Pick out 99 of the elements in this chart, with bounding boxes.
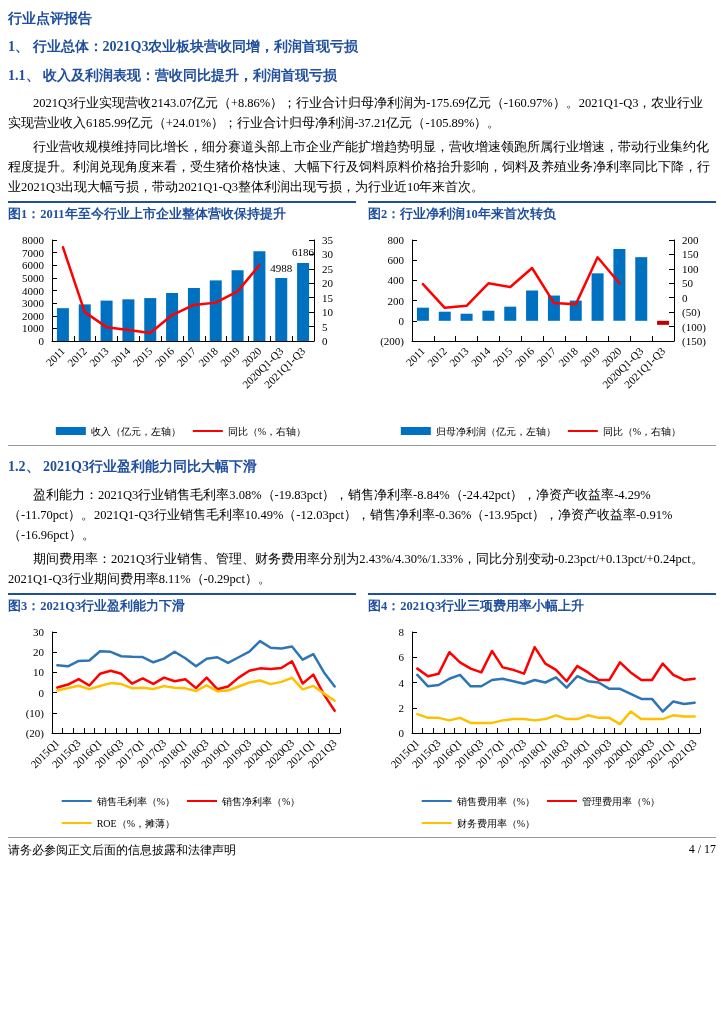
y2-tick-label: 25 xyxy=(322,263,334,276)
y-tick-label: 20 xyxy=(33,645,45,658)
bar xyxy=(187,288,200,342)
y-tick-label: 400 xyxy=(387,274,405,287)
bar xyxy=(231,270,244,342)
legend-label: 归母净利润（亿元，左轴） xyxy=(435,425,556,437)
line-series xyxy=(416,673,696,713)
line-series xyxy=(56,659,336,712)
legend-label: 同比（%，右轴） xyxy=(602,425,682,437)
y2-tick-label: 100 xyxy=(682,263,699,276)
text: 期间费用率：2021Q3行业销售、管理、财务费用率分别为2.43%/4.30%/1.33%，同比分别变动-0.23pct/+0.13pct/+0.24pct。2021Q1-Q3行业期间费用率8.11%（-0.29pct）。 xyxy=(8,550,705,588)
y-tick-label: 0 xyxy=(398,314,405,327)
y-tick-label: (20) xyxy=(25,726,45,740)
y-tick-label: 6 xyxy=(398,650,405,663)
bar xyxy=(166,293,179,342)
y2-tick-label: 15 xyxy=(322,291,334,304)
y2-tick-label: 20 xyxy=(322,277,334,290)
y-tick-label: 2 xyxy=(398,701,404,714)
bar xyxy=(438,311,451,321)
line-series xyxy=(416,709,696,725)
text: 1.2、 2021Q3行业盈利能力同比大幅下滑 xyxy=(8,458,258,477)
chart-title: 图1：2011年至今行业上市企业整体营收保持提升 xyxy=(8,201,356,227)
bar xyxy=(253,251,266,342)
y-tick-label: 7000 xyxy=(22,246,45,259)
line-series xyxy=(61,246,261,335)
y-tick-label: 8000 xyxy=(22,234,45,247)
y-tick-label: 0 xyxy=(398,726,405,739)
legend-label: 销售净利率（%） xyxy=(221,795,301,807)
legend-label: 销售费用率（%） xyxy=(455,795,536,807)
text: 4 / 17 xyxy=(688,841,716,858)
text: 2021Q3行业实现营收2143.07亿元（+8.86%）；行业合计归母净利润为-175.69亿元（-160.97%）。2021Q1-Q3，农业行业实现营业收入6185.99亿元（+24.01%）；行业合计归母净利润-37.21亿元（-105.89%）。 xyxy=(8,95,705,133)
y2-tick-label: 0 xyxy=(682,291,688,304)
line-series xyxy=(56,676,336,702)
y-tick-label: 30 xyxy=(33,625,45,638)
y-tick-label: 4000 xyxy=(22,284,45,297)
text: 行业点评报告 xyxy=(8,10,93,28)
text: 盈利能力：2021Q3行业销售毛利率3.08%（-19.83pct），销售净利率-8.84%（-24.42pct），净资产收益率-4.29%（-11.70pct）。2021Q1-Q3行业销售毛利率10.49%（-12.03pct），销售净利率-0.36%（-13.95pct），净资产收益率-0.91%（-16.96pct）。 xyxy=(8,486,674,544)
bar xyxy=(613,249,626,321)
y2-tick-label: 0 xyxy=(322,335,328,348)
y-tick-label: (200) xyxy=(380,335,405,349)
y2-tick-label: 150 xyxy=(682,248,699,261)
y-tick-label: 600 xyxy=(387,254,405,267)
y-tick-label: 800 xyxy=(387,234,405,247)
y2-tick-label: (50) xyxy=(682,306,701,320)
y-tick-label: 10 xyxy=(33,665,45,678)
y2-tick-label: 30 xyxy=(322,248,334,261)
y-tick-label: 0 xyxy=(38,686,45,699)
legend-label: 收入（亿元，左轴） xyxy=(90,425,181,437)
bar xyxy=(144,298,157,342)
text: 行业营收规模维持同比增长，细分赛道头部上市企业产能扩增趋势明显，营收增速领跑所属行业增速，带动行业集约化程度提升。利润兑现角度来看，受生猪价格快速、大幅下行及饲料原料价格抬升影响，饲料及养殖业务净利率同比下降，行业2021Q3出现大幅亏损，带动2021Q1-Q3整体利润出现亏损，为行业近10年来首次。 xyxy=(8,139,711,197)
y-tick-label: 0 xyxy=(38,335,45,348)
chart-title: 图2：行业净利润10年来首次转负 xyxy=(368,201,716,227)
y-tick-label: 200 xyxy=(387,294,405,307)
y-tick-label: 5000 xyxy=(22,272,45,285)
chart-title: 图3：2021Q3行业盈利能力下滑 xyxy=(8,592,356,618)
chart-title: 图4：2021Q3行业三项费用率小幅上升 xyxy=(368,592,716,618)
y-tick-label: (10) xyxy=(25,706,45,720)
legend-label: 同比（%，右轴） xyxy=(227,425,307,437)
bar xyxy=(569,300,582,321)
y2-tick-label: 35 xyxy=(322,234,334,247)
bar xyxy=(297,263,310,342)
bar xyxy=(122,299,135,342)
y-tick-label: 8 xyxy=(398,625,405,638)
y-tick-label: 3000 xyxy=(22,297,45,310)
y2-tick-label: 10 xyxy=(322,306,334,319)
legend-label: 管理费用率（%） xyxy=(582,795,661,807)
bar xyxy=(482,310,495,321)
bar xyxy=(635,257,648,321)
bar xyxy=(78,304,91,342)
bar xyxy=(209,280,222,342)
bar xyxy=(526,290,539,321)
line-series xyxy=(421,256,621,310)
y-tick-label: 2000 xyxy=(22,309,45,322)
y2-tick-label: (100) xyxy=(682,320,707,334)
legend-label: ROE（%，摊薄） xyxy=(96,817,176,829)
y2-tick-label: 5 xyxy=(322,320,328,333)
bar xyxy=(416,307,429,321)
data-label: 6186 xyxy=(292,246,315,259)
legend-label: 销售毛利率（%） xyxy=(95,795,176,807)
line-series xyxy=(56,639,336,688)
bar xyxy=(657,320,670,326)
y2-tick-label: 50 xyxy=(682,277,694,290)
y2-tick-label: (150) xyxy=(682,335,707,349)
text: 请务必参阅正文后面的信息披露和法律声明 xyxy=(8,841,236,859)
bar xyxy=(504,306,517,321)
line-series xyxy=(416,645,696,683)
bar xyxy=(591,273,604,321)
y-tick-label: 6000 xyxy=(22,259,45,272)
bar xyxy=(275,278,288,342)
legend-label: 财务费用率（%） xyxy=(456,817,536,829)
y2-tick-label: 200 xyxy=(682,234,699,247)
text: 1.1、 收入及利润表现：营收同比提升，利润首现亏损 xyxy=(8,66,338,85)
bar xyxy=(56,308,69,342)
text: 1、 行业总体：2021Q3农业板块营收同增，利润首现亏损 xyxy=(8,38,360,57)
bar xyxy=(460,313,473,321)
data-label: 4988 xyxy=(270,261,293,274)
y-tick-label: 1000 xyxy=(22,322,45,335)
bar xyxy=(100,300,113,342)
y-tick-label: 4 xyxy=(398,676,405,689)
